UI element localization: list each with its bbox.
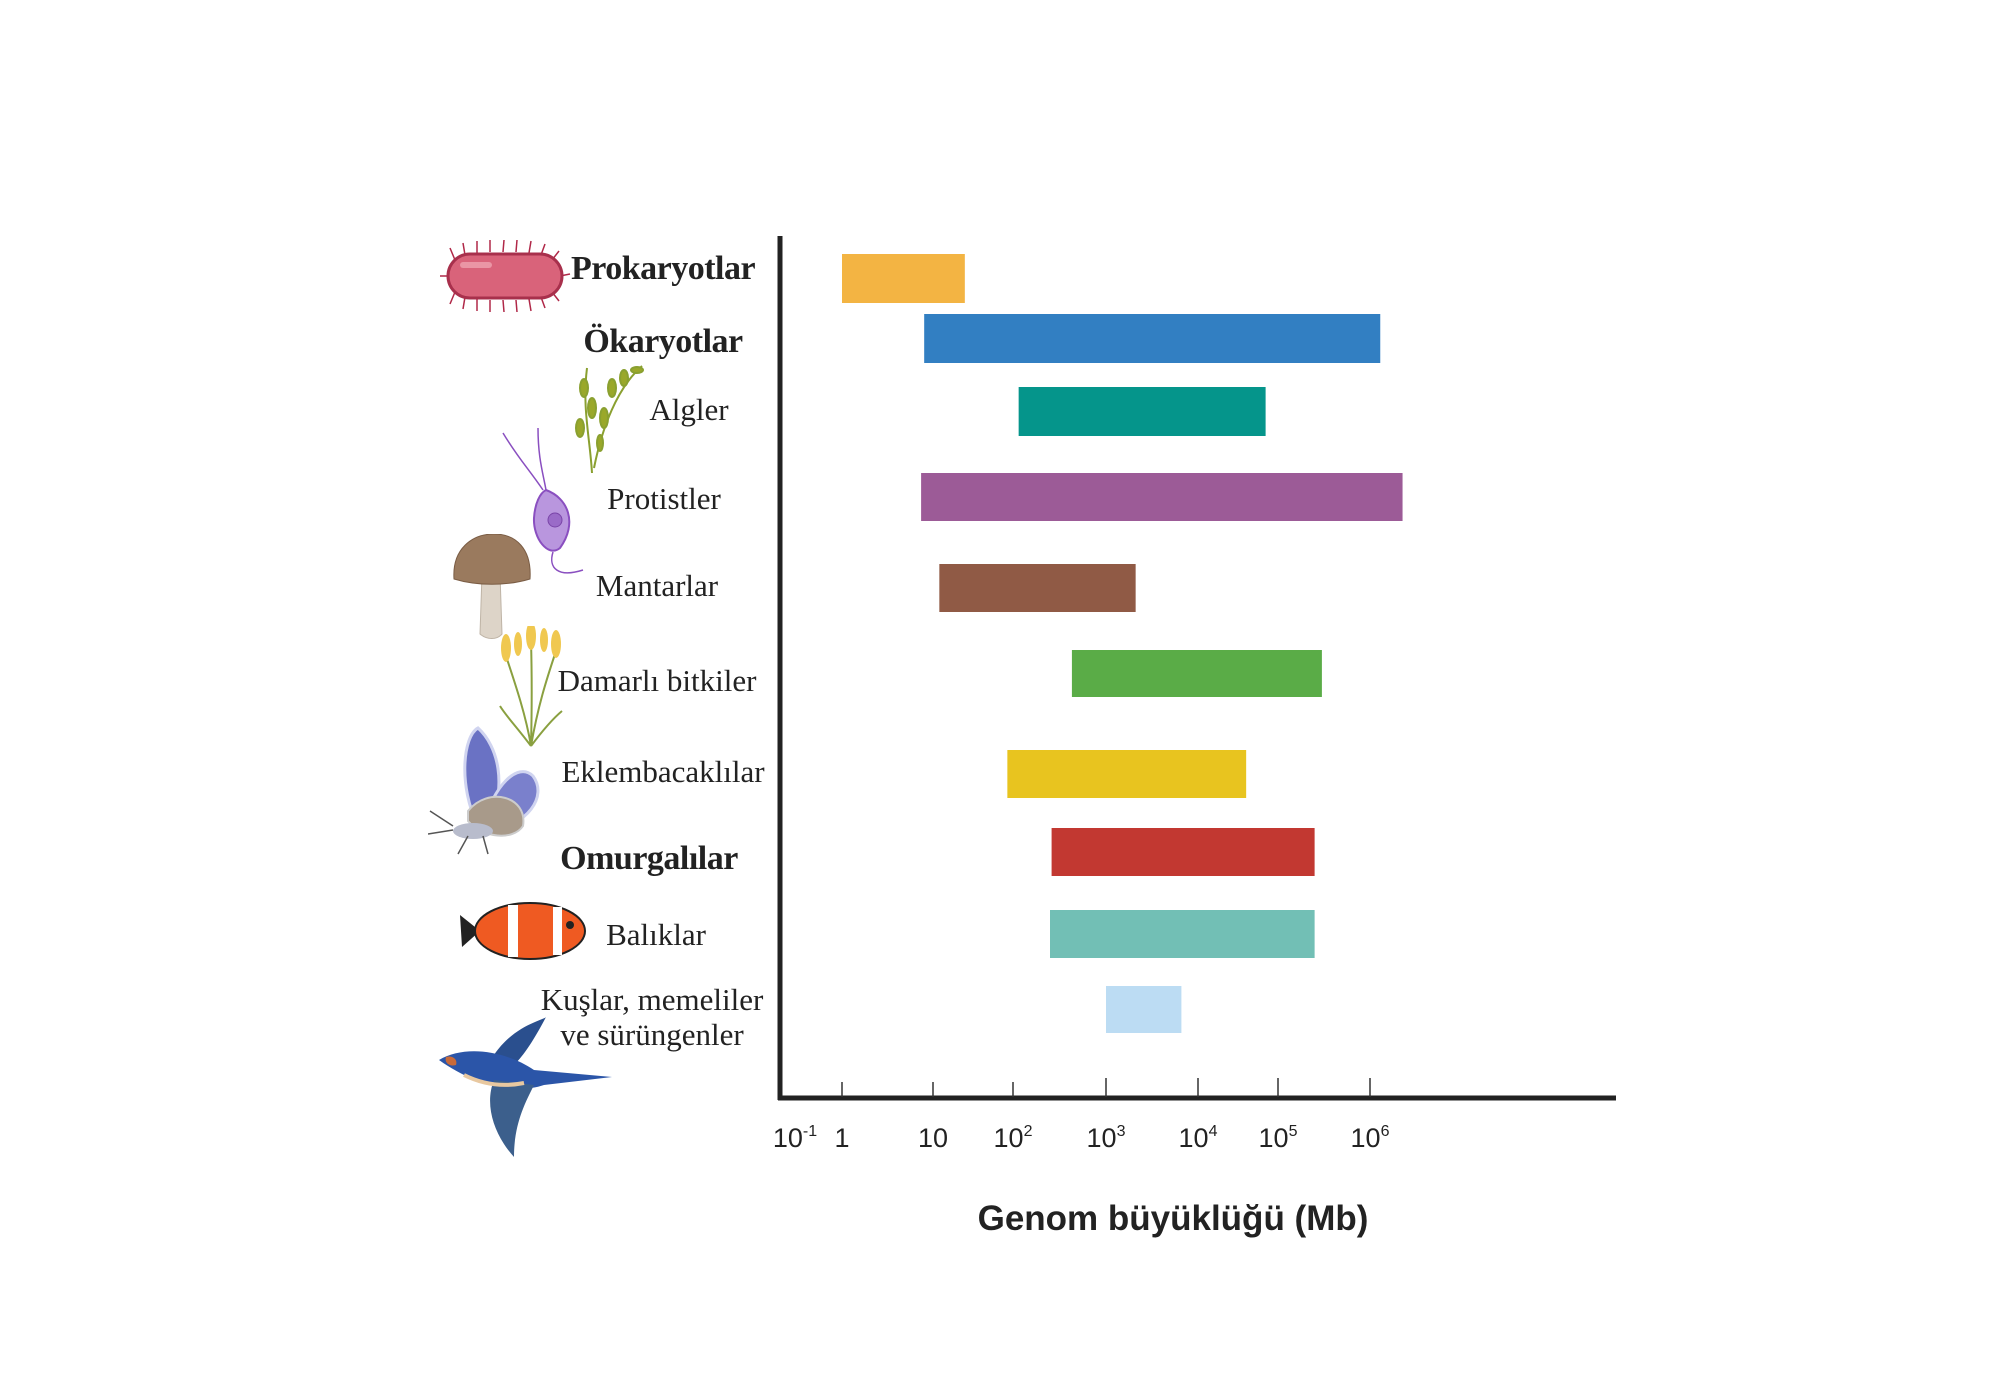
x-tick-label: 104 bbox=[1179, 1123, 1218, 1153]
bar-4 bbox=[921, 473, 1403, 521]
bar-8 bbox=[1051, 828, 1315, 876]
clownfish-icon bbox=[460, 902, 586, 960]
bacterium-icon bbox=[440, 240, 571, 312]
x-tick-label: 10 bbox=[918, 1123, 948, 1153]
category-label: Kuşlar, memeliler bbox=[540, 982, 764, 1017]
swallow-icon bbox=[439, 1017, 612, 1157]
category-label: Balıklar bbox=[606, 917, 706, 952]
category-label: Mantarlar bbox=[595, 568, 719, 603]
mushroom-icon bbox=[453, 534, 531, 639]
butterfly-icon bbox=[428, 726, 540, 855]
bar-10 bbox=[1106, 986, 1182, 1033]
category-label: Omurgalılar bbox=[560, 840, 738, 877]
bar-5 bbox=[939, 564, 1136, 612]
category-label: Ökaryotlar bbox=[583, 323, 743, 360]
protist-icon bbox=[502, 428, 584, 574]
x-tick-label: 106 bbox=[1351, 1123, 1390, 1153]
x-tick-label: 102 bbox=[994, 1123, 1033, 1153]
bar-9 bbox=[1050, 910, 1315, 958]
x-tick-label: 103 bbox=[1087, 1123, 1126, 1153]
category-label: Prokaryotlar bbox=[570, 250, 756, 287]
category-label: Eklembacaklılar bbox=[561, 754, 765, 789]
algae-icon bbox=[575, 365, 644, 474]
category-label: ve sürüngenler bbox=[560, 1017, 744, 1052]
vascular-plant-icon bbox=[499, 626, 563, 747]
bar-2 bbox=[924, 314, 1381, 363]
bar-3 bbox=[1018, 387, 1266, 436]
category-label: Algler bbox=[649, 392, 729, 427]
x-tick-label: 1 bbox=[834, 1123, 849, 1153]
bar-7 bbox=[1007, 750, 1247, 798]
bar-6 bbox=[1071, 650, 1322, 697]
x-axis-title: Genom büyüklüğü (Mb) bbox=[978, 1199, 1369, 1238]
bar-1 bbox=[842, 254, 965, 303]
category-label: Protistler bbox=[607, 481, 721, 516]
x-tick-label: 10-1 bbox=[773, 1123, 817, 1153]
category-label: Damarlı bitkiler bbox=[557, 663, 757, 698]
x-tick-label: 105 bbox=[1259, 1123, 1298, 1153]
